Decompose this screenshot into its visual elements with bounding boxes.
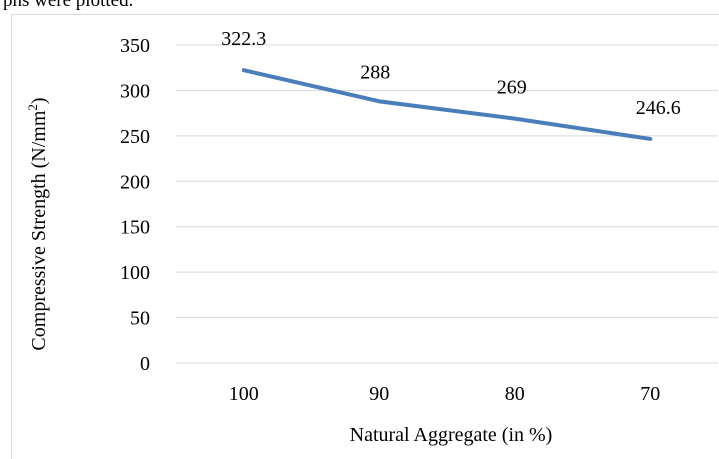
x-tick-label: 70 [640, 383, 660, 405]
chart-frame-left-border [11, 14, 12, 459]
y-tick-label: 150 [120, 217, 150, 239]
y-tick-label: 50 [130, 308, 150, 330]
series-lines [241, 68, 653, 141]
y-axis-title-superscript: 2 [25, 104, 40, 111]
preceding-text-fragment: phs were plotted. [3, 0, 134, 11]
y-axis-title: Compressive Strength (N/mm2) [25, 97, 50, 350]
y-tick-label: 100 [120, 262, 150, 284]
y-tick-labels: 0 50 100 150 200 250 300 350 [120, 35, 150, 375]
gridlines [176, 44, 718, 364]
data-label: 288 [360, 61, 390, 83]
series-line [241, 68, 653, 141]
data-labels: 322.3 288 269 246.6 [221, 28, 681, 119]
y-axis-title-main: Compressive Strength (N/mm [28, 110, 50, 350]
y-tick-label: 250 [120, 126, 150, 148]
y-tick-label: 0 [140, 353, 150, 375]
x-axis-title: Natural Aggregate (in %) [350, 424, 553, 446]
x-tick-label: 80 [505, 383, 525, 405]
y-tick-label: 200 [120, 171, 150, 193]
data-label: 246.6 [636, 97, 681, 119]
data-label: 269 [497, 77, 527, 99]
y-tick-label: 300 [120, 80, 150, 102]
y-tick-label: 350 [120, 35, 150, 57]
chart-frame-top-border [11, 14, 719, 15]
data-label: 322.3 [221, 28, 266, 50]
x-tick-label: 90 [369, 383, 389, 405]
y-axis-title-end: ) [28, 97, 50, 104]
x-tick-label: 100 [229, 383, 259, 405]
x-tick-labels: 100 90 80 70 [229, 383, 661, 405]
